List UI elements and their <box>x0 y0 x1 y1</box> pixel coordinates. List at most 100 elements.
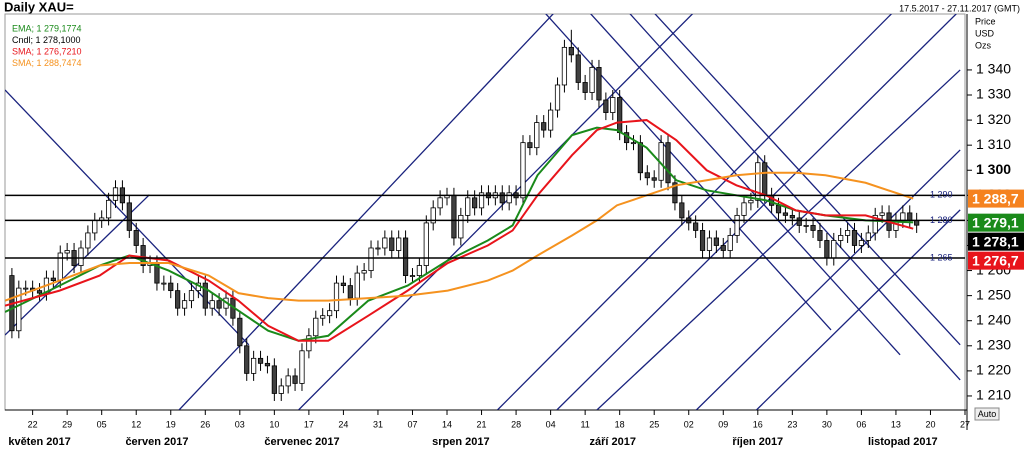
price-tag-label: 1 288,7 <box>972 190 1019 206</box>
trend-line <box>654 14 961 346</box>
candle-body <box>651 177 657 181</box>
month-label: červenec 2017 <box>264 436 339 448</box>
candle-body <box>375 247 381 250</box>
x-tick-label: 13 <box>891 419 901 429</box>
y-tick-label: 1 310 <box>976 136 1011 152</box>
horizontal-line-label: 1 290 <box>930 190 953 200</box>
candle-body <box>617 97 623 134</box>
candle-body <box>327 310 333 317</box>
candle-body <box>354 272 360 299</box>
candle-body <box>175 290 181 309</box>
candle-body <box>264 362 271 367</box>
candle-body <box>23 287 29 290</box>
candle-body <box>237 317 243 347</box>
price-tag <box>968 189 1024 208</box>
x-tick-label: 16 <box>753 419 763 429</box>
date-range: 17.5.2017 - 27.11.2017 (GMT) <box>899 3 1020 13</box>
candle-body <box>699 230 706 251</box>
candle-body <box>126 202 132 231</box>
auto-button-label[interactable]: Auto <box>978 409 997 419</box>
x-tick-label: 29 <box>62 419 72 429</box>
x-tick-label: 22 <box>28 419 38 429</box>
candle-body <box>396 237 402 251</box>
trend-line <box>695 149 961 410</box>
x-tick-label: 24 <box>338 419 348 429</box>
candle-body <box>824 240 830 259</box>
x-tick-label: 18 <box>615 419 625 429</box>
x-tick-label: 31 <box>373 419 383 429</box>
candle-body <box>306 335 312 352</box>
candle-body <box>112 187 119 201</box>
candle-body <box>520 142 526 199</box>
candle-body <box>292 375 298 384</box>
candle-body <box>181 300 188 309</box>
x-tick-label: 04 <box>546 419 556 429</box>
candle-body <box>92 220 98 234</box>
candle-body <box>665 142 671 184</box>
x-tick-label: 12 <box>131 419 141 429</box>
candle-body <box>637 142 643 174</box>
y-tick-label: 1 250 <box>976 286 1011 302</box>
auto-button[interactable] <box>974 407 1000 421</box>
candle-body <box>64 250 70 254</box>
horizontal-line-label: 1 280 <box>930 215 953 225</box>
trend-line <box>596 69 961 410</box>
x-tick-label: 07 <box>407 419 417 429</box>
axis-header: Price <box>975 16 996 26</box>
legend-entry: Cndl; 1 278,1000 <box>12 35 81 45</box>
candle-body <box>693 222 699 231</box>
candle-body <box>900 212 906 221</box>
price-tag <box>968 251 1024 270</box>
candle-body <box>603 99 609 113</box>
candle-body <box>672 182 678 204</box>
x-tick-label: 06 <box>856 419 866 429</box>
moving-average-line <box>5 171 914 302</box>
candle-body <box>527 142 533 149</box>
candle-body <box>105 199 112 219</box>
candle-body <box>85 232 91 249</box>
candle-body <box>409 275 416 277</box>
legend-entry: SMA; 1 276,7210 <box>12 46 82 56</box>
candle-body <box>762 162 768 196</box>
candle-body <box>168 282 174 292</box>
candle-body <box>416 265 422 276</box>
candle-body <box>244 345 250 374</box>
candle-body <box>810 225 816 231</box>
x-tick-label: 09 <box>718 419 728 429</box>
candle-body <box>188 290 195 302</box>
candle-body <box>858 240 865 246</box>
candle-body <box>251 357 257 374</box>
candle-body <box>320 315 326 319</box>
y-tick-label: 1 300 <box>976 161 1011 177</box>
price-tag-label: 1 279,1 <box>972 214 1019 230</box>
candle-body <box>389 237 395 251</box>
candle-body <box>140 245 146 266</box>
candle-body <box>78 247 84 266</box>
candle-body <box>50 277 56 281</box>
candle-body <box>720 245 726 251</box>
candle-body <box>561 46 568 86</box>
candle-body <box>610 97 616 113</box>
axis-header: USD <box>975 28 995 38</box>
candle-body <box>278 385 284 394</box>
candle-body <box>755 162 761 201</box>
candle-body <box>789 214 795 219</box>
x-tick-label: 03 <box>235 419 245 429</box>
trend-line <box>545 14 832 331</box>
candle-body <box>589 67 595 93</box>
x-tick-label: 26 <box>200 419 210 429</box>
candle-body <box>575 54 581 83</box>
month-label: srpen 2017 <box>432 436 489 448</box>
moving-average-line <box>5 126 914 342</box>
candle-body <box>803 225 809 227</box>
candle-body <box>775 204 782 214</box>
moving-average-line <box>5 119 914 342</box>
candle-body <box>202 282 208 309</box>
y-tick-label: 1 340 <box>976 61 1011 77</box>
candle-body <box>782 212 789 216</box>
x-tick-label: 19 <box>166 419 176 429</box>
x-tick-label: 05 <box>97 419 107 429</box>
candle-body <box>534 122 540 149</box>
horizontal-line-label: 1 265 <box>930 252 953 262</box>
